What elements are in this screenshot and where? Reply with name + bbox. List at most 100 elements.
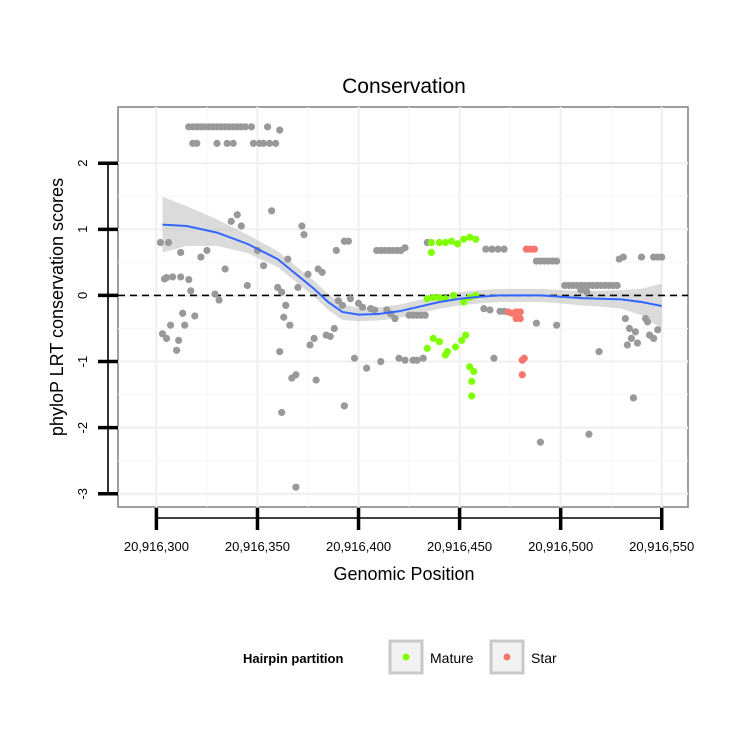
data-point [229,139,237,147]
data-point [168,273,177,281]
data-point [177,273,185,281]
data-point [595,348,603,356]
data-point [191,312,199,320]
data-point [274,283,282,292]
data-point [458,336,466,344]
data-point [500,245,508,253]
data-point [429,334,437,343]
data-point [241,123,249,131]
data-point [278,288,286,296]
legend-title: Hairpin partition [243,651,343,666]
data-point [298,222,306,230]
smooth-line [162,223,662,316]
data-point [187,287,195,295]
legend-key-mature [402,653,410,661]
data-point [427,238,435,247]
x-axis-title: Genomic Position [333,564,474,584]
data-point [278,408,286,417]
data-point [213,139,221,147]
data-point [300,231,308,239]
data-point [423,295,431,303]
data-point [494,245,502,253]
data-point [441,238,450,247]
data-point [227,217,235,225]
data-point [625,324,633,333]
data-point [530,245,538,253]
data-point [310,334,318,343]
y-tick-label: 0 [75,292,90,299]
data-point [520,354,528,362]
data-point [413,356,421,364]
y-axis-title: phyloP LRT conservation scores [47,178,67,436]
data-point [312,376,320,384]
data-point [449,291,458,300]
data-point [263,123,272,131]
data-point [585,430,593,438]
data-point [613,281,621,290]
series-star [504,245,538,379]
data-point [243,281,251,290]
data-point [421,311,429,319]
data-point [158,330,167,338]
data-point [460,298,468,306]
y-tick-label: -1 [75,356,90,368]
legend-label-star: Star [531,650,557,666]
data-point [284,255,292,263]
data-point [583,288,591,296]
data-point [462,331,470,339]
x-tick-label: 20,916,550 [629,539,694,554]
data-point [643,318,652,326]
data-point [344,237,353,245]
data-point [221,265,229,273]
y-tick-label: 2 [75,160,90,167]
y-tick-label: 1 [75,226,90,233]
series-other [156,123,666,491]
data-point [516,308,524,316]
data-point [268,207,276,215]
data-point [419,354,427,362]
legend-key-star [503,653,511,661]
data-point [330,324,338,333]
data-point [282,301,290,309]
data-point [185,275,193,284]
x-tick-label: 20,916,450 [427,539,492,554]
data-point [466,233,474,241]
data-point [265,139,274,147]
data-point [181,321,189,329]
data-point [358,303,367,311]
x-axis: 20,916,300 20,916,350 20,916,400 20,916,450… [124,508,694,554]
data-point [621,314,629,323]
data-point [249,139,258,147]
legend-entry-mature: Mature [388,639,474,675]
data-point [326,332,334,341]
data-point [460,235,468,243]
x-tick-label: 20,916,350 [225,539,290,554]
data-point [175,336,183,344]
data-point [286,321,294,329]
data-point [306,341,314,349]
data-point [237,222,245,230]
points-layer [156,123,666,491]
data-point [480,305,488,313]
data-point [654,326,662,334]
smooth-line-layer [162,223,662,316]
data-point [658,253,666,261]
data-point [292,371,300,379]
data-point [276,348,284,356]
y-tick-label: -2 [75,422,90,434]
data-point [468,377,476,385]
data-point [272,139,280,147]
data-point [451,343,460,351]
x-tick-label: 20,916,300 [124,539,189,554]
chart-title: Conservation [342,75,466,98]
legend: Hairpin partition Mature Star [243,639,557,675]
data-point [553,257,561,265]
data-point [332,246,340,255]
data-point [391,314,399,323]
data-point [259,262,268,270]
data-point [197,253,205,261]
data-point [516,314,524,323]
data-point [280,313,288,321]
data-point [486,306,494,314]
